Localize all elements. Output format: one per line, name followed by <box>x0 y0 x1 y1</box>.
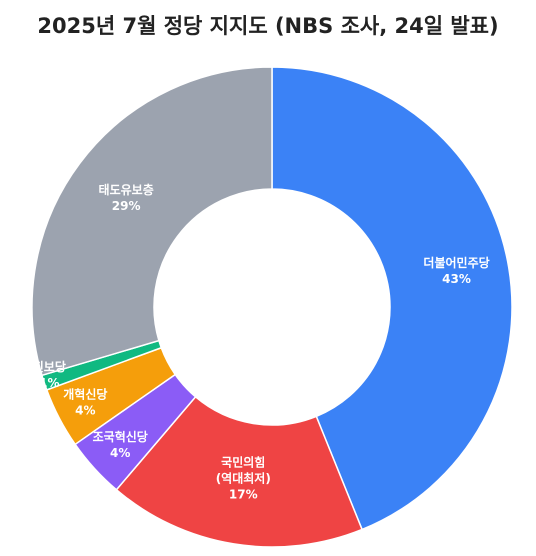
slice-value-label-6: 29% <box>112 199 141 213</box>
slice-name-label-5: 진보당 <box>33 359 66 374</box>
donut-slices <box>31 66 513 548</box>
slice-labels: 더불어민주당 43% 국민의힘(역대최저) 17% 조국혁신당 4% 개혁신당 4% 진보당 1%… <box>33 182 490 502</box>
slice-value-label-3: 4% <box>110 446 130 460</box>
slice-name-label-6: 태도유보층 <box>99 182 154 197</box>
slice-name-label-2: (역대최저) <box>216 471 271 486</box>
slice-2 <box>115 395 364 548</box>
slice-value-label-5: 1% <box>39 376 59 390</box>
slice-1 <box>271 66 513 531</box>
slice-6 <box>31 66 273 377</box>
slice-name-label-4: 개혁신당 <box>63 386 107 401</box>
slice-value-label-1: 43% <box>442 272 471 286</box>
slice-name-label-2: 국민의힘 <box>221 455 265 470</box>
chart-title: 2025년 7월 정당 지지도 (NBS 조사, 24일 발표) <box>37 14 499 38</box>
slice-name-label-3: 조국혁신당 <box>93 429 148 444</box>
slice-name-label-1: 더불어민주당 <box>423 255 489 270</box>
slice-value-label-2: 17% <box>229 488 258 502</box>
slice-value-label-4: 4% <box>75 403 95 417</box>
